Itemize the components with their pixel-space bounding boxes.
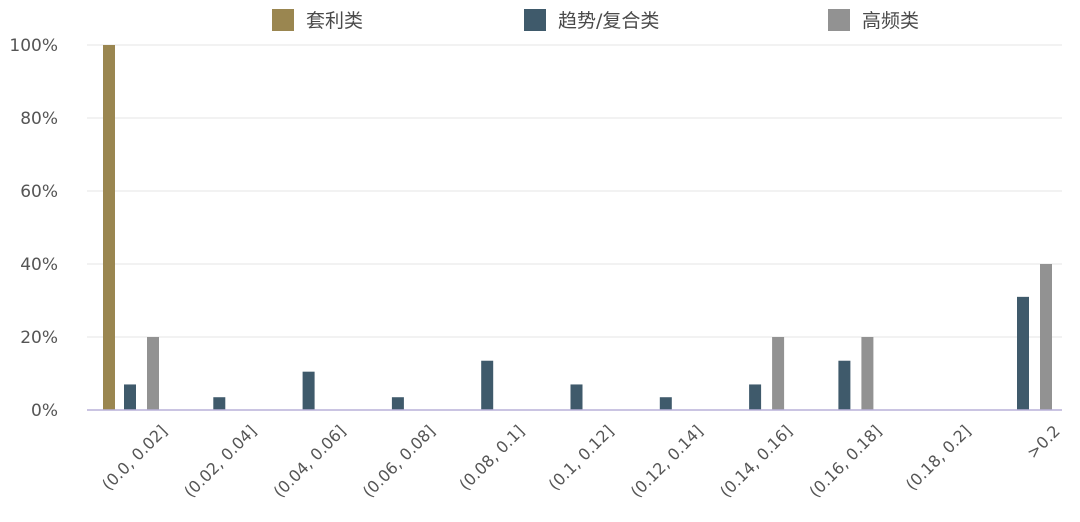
y-tick-label: 0% — [31, 401, 58, 421]
x-tick-label: (0.06, 0.08] — [359, 421, 439, 501]
y-tick-label: 100% — [9, 36, 58, 56]
bar-0-0 — [103, 45, 115, 410]
y-tick-label: 80% — [20, 109, 58, 129]
legend-swatch — [828, 9, 850, 31]
bar-2-0 — [147, 337, 159, 410]
x-tick-label: (0.16, 0.18] — [805, 421, 885, 501]
x-tick-label: >0.2 — [1023, 421, 1064, 462]
bar-1-2 — [302, 371, 315, 410]
bar-2-10 — [1040, 264, 1052, 410]
legend-swatch — [272, 9, 294, 31]
y-axis-ticks: 0% 20% 40% 60% 80% 100% — [9, 36, 58, 421]
legend: 套利类 趋势/复合类 高频类 — [272, 9, 919, 32]
bar-1-3 — [391, 397, 404, 410]
bar-1-5 — [570, 384, 583, 410]
legend-label: 趋势/复合类 — [558, 10, 659, 32]
bar-1-1 — [213, 397, 226, 410]
bar-2-8 — [861, 337, 874, 410]
bars — [103, 45, 1052, 410]
x-tick-label: (0.0, 0.02] — [98, 421, 171, 494]
x-tick-label: (0.1, 0.12] — [545, 421, 618, 494]
bar-2-7 — [772, 337, 785, 410]
y-tick-label: 40% — [20, 255, 58, 275]
y-tick-label: 20% — [20, 328, 58, 348]
x-tick-label: (0.14, 0.16] — [716, 421, 796, 501]
bar-1-7 — [749, 384, 762, 410]
legend-label: 套利类 — [306, 10, 363, 32]
x-axis-ticks: (0.0, 0.02] (0.02, 0.04] (0.04, 0.06] (0.06… — [98, 421, 1064, 501]
x-tick-label: (0.18, 0.2] — [902, 421, 975, 494]
gridlines — [87, 44, 1062, 338]
x-tick-label: (0.02, 0.04] — [180, 421, 260, 501]
x-tick-label: (0.12, 0.14] — [627, 421, 707, 501]
y-tick-label: 60% — [20, 182, 58, 202]
bar-1-0 — [124, 384, 136, 410]
legend-swatch — [524, 9, 546, 31]
x-tick-label: (0.08, 0.1] — [455, 421, 528, 494]
bar-1-10 — [1017, 296, 1029, 410]
bar-1-4 — [481, 360, 494, 410]
x-tick-label: (0.04, 0.06] — [270, 421, 350, 501]
legend-label: 高频类 — [862, 10, 919, 32]
bar-1-6 — [659, 397, 672, 410]
bar-1-8 — [838, 360, 851, 410]
